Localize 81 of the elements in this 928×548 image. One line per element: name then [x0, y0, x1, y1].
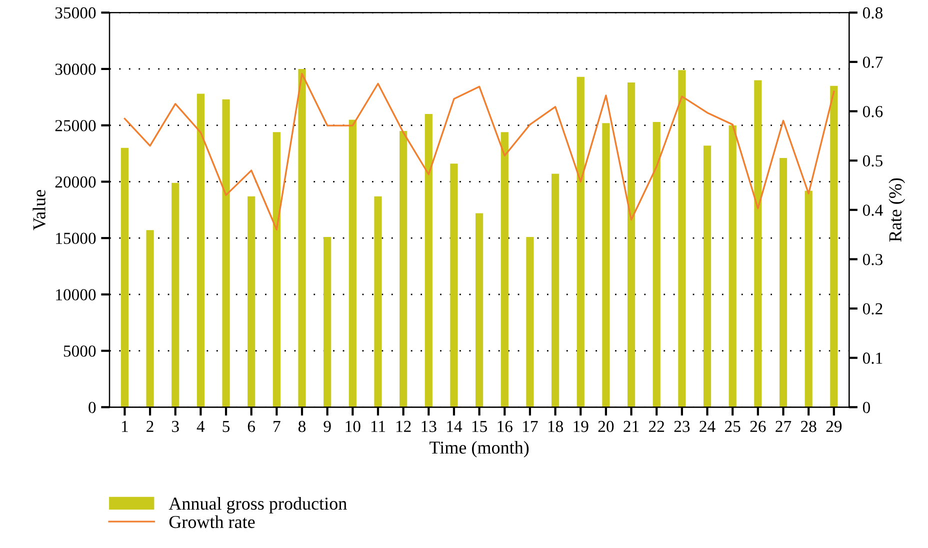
- y2-axis-title: Rate (%): [888, 178, 906, 242]
- bar: [602, 123, 610, 408]
- bar: [196, 94, 204, 408]
- bar: [272, 132, 280, 408]
- bar: [222, 99, 230, 408]
- bar: [400, 130, 408, 408]
- legend-label: Growth rate: [169, 515, 255, 528]
- x-tick-label: 6: [248, 420, 256, 432]
- y-tick-label: 35000: [55, 7, 96, 19]
- x-tick-label: 1: [122, 420, 128, 432]
- y-axis-title: Value: [32, 190, 46, 230]
- y-tick-label: 5000: [64, 345, 96, 357]
- bar: [450, 164, 458, 408]
- bar: [703, 146, 712, 408]
- x-tick-label: 2: [146, 420, 154, 432]
- x-axis-title: Time (month): [430, 441, 529, 458]
- x-tick-label: 17: [523, 420, 538, 432]
- bar: [348, 120, 356, 408]
- bar: [424, 114, 432, 408]
- x-tick-label: 18: [548, 420, 563, 432]
- x-tick-label: 9: [324, 420, 331, 432]
- bar: [678, 70, 686, 408]
- y2-tick-label: 0.3: [862, 254, 882, 266]
- x-tick-label: 20: [598, 420, 614, 432]
- bar: [298, 68, 306, 408]
- x-tick-label: 7: [274, 421, 280, 432]
- bar: [728, 125, 736, 408]
- y2-tick-label: 0.2: [862, 303, 882, 315]
- y-tick-label: 20000: [55, 176, 96, 188]
- bar: [830, 86, 838, 408]
- x-tick-label: 25: [725, 420, 740, 432]
- x-tick-label: 16: [498, 420, 512, 432]
- x-tick-label: 10: [346, 420, 360, 432]
- x-tick-label: 15: [472, 420, 487, 432]
- y-tick-label: 15000: [56, 232, 96, 244]
- bar: [652, 122, 660, 408]
- bar: [120, 148, 128, 408]
- x-tick-label: 27: [776, 420, 792, 432]
- bar: [500, 132, 508, 408]
- y-tick-label: 30000: [55, 64, 96, 75]
- bar: [248, 196, 256, 408]
- x-tick-label: 24: [700, 420, 716, 432]
- x-tick-label: 11: [371, 420, 386, 432]
- bar: [576, 76, 584, 408]
- bar: [627, 82, 636, 408]
- y-tick-label: 25000: [55, 120, 96, 132]
- x-tick-label: 14: [447, 420, 462, 432]
- x-tick-label: 23: [674, 420, 690, 432]
- y2-tick-label: 0.8: [862, 7, 883, 19]
- bar: [552, 174, 560, 408]
- x-tick-label: 22: [649, 420, 664, 432]
- x-tick-label: 3: [172, 420, 179, 432]
- y-tick-label: 10000: [56, 289, 96, 300]
- x-tick-label: 4: [196, 420, 205, 432]
- y2-tick-label: 0.4: [862, 204, 883, 216]
- x-tick-label: 29: [826, 420, 842, 432]
- x-tick-label: 8: [298, 420, 306, 432]
- bar: [526, 236, 534, 408]
- y2-tick-label: 0.6: [862, 106, 883, 118]
- bar: [754, 80, 762, 408]
- bar: [172, 182, 180, 408]
- x-tick-label: 12: [396, 420, 411, 432]
- y-tick-label: 0: [88, 402, 96, 414]
- bar: [324, 236, 332, 408]
- legend-label: Annual gross production: [168, 497, 347, 514]
- y2-tick-label: 0: [862, 402, 870, 414]
- bar: [374, 196, 382, 408]
- y2-tick-label: 0.5: [862, 155, 882, 167]
- x-tick-label: 5: [222, 421, 230, 432]
- y2-tick-label: 0.7: [862, 56, 883, 68]
- x-tick-label: 26: [750, 420, 766, 432]
- y2-tick-label: 0.1: [862, 352, 882, 364]
- x-tick-label: 19: [574, 420, 588, 432]
- line-series: [124, 72, 835, 230]
- x-tick-label: 21: [624, 420, 639, 432]
- x-tick-label: 13: [422, 420, 436, 432]
- bar: [804, 190, 812, 408]
- bar: [146, 230, 154, 408]
- bar: [779, 158, 788, 408]
- x-tick-label: 28: [800, 420, 816, 432]
- bar: [476, 213, 484, 408]
